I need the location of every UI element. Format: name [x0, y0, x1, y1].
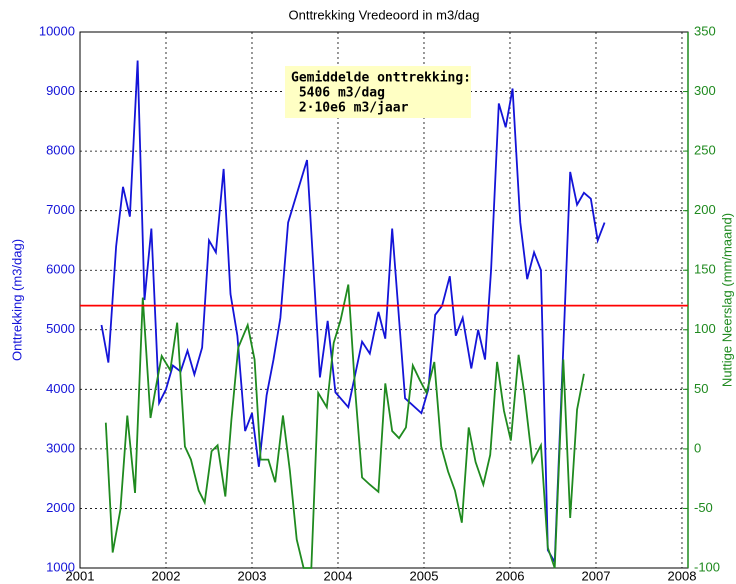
y2-tick-label: -100 [694, 559, 720, 574]
y-tick-label: 10000 [39, 23, 75, 38]
y2-tick-label: 250 [694, 143, 716, 158]
x-tick-label: 2007 [582, 568, 611, 583]
x-tick-label: 2008 [668, 568, 697, 583]
y2-tick-label: 300 [694, 83, 716, 98]
y2-tick-label: 150 [694, 262, 716, 277]
series-line [104, 284, 585, 569]
y-tick-label: 1000 [46, 559, 75, 574]
x-tick-label: 2005 [410, 568, 439, 583]
annotation-text: Gemiddelde onttrekking: [291, 71, 471, 86]
annotation-text: 5406 m3/dag [291, 86, 385, 101]
y-tick-label: 8000 [46, 143, 75, 158]
x-tick-label: 2003 [238, 568, 267, 583]
y-tick-label: 3000 [46, 440, 75, 455]
y2-tick-label: -50 [694, 500, 713, 515]
y2-axis-label: Nuttige Neerslag (mm/maand) [719, 213, 734, 387]
y-tick-label: 2000 [46, 500, 75, 515]
series-line [100, 60, 606, 566]
y2-tick-label: 350 [694, 23, 716, 38]
x-tick-label: 2006 [496, 568, 525, 583]
y2-tick-label: 0 [694, 440, 701, 455]
y-tick-label: 9000 [46, 83, 75, 98]
chart-title: Onttrekking Vredeoord in m3/dag [288, 7, 479, 22]
y-tick-label: 4000 [46, 381, 75, 396]
annotation-box [285, 66, 471, 118]
x-tick-label: 2002 [152, 568, 181, 583]
y2-tick-label: 50 [694, 381, 708, 396]
annotation-text: 2·10e6 m3/jaar [291, 101, 409, 116]
x-tick-label: 2001 [66, 568, 95, 583]
y2-tick-label: 100 [694, 321, 716, 336]
x-tick-label: 2004 [324, 568, 353, 583]
y-axis-label: Onttrekking (m3/dag) [9, 239, 24, 361]
y-tick-label: 6000 [46, 262, 75, 277]
y2-tick-label: 200 [694, 202, 716, 217]
y-tick-label: 7000 [46, 202, 75, 217]
y-tick-label: 5000 [46, 321, 75, 336]
